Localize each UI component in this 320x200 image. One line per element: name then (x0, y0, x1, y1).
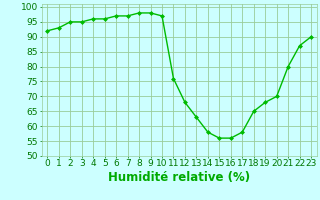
X-axis label: Humidité relative (%): Humidité relative (%) (108, 171, 250, 184)
